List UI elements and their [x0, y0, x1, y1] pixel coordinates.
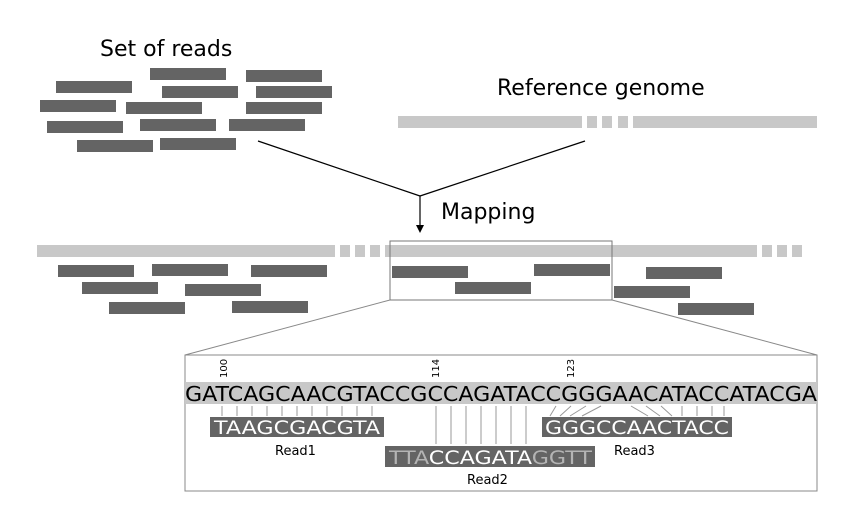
set-of-reads-label: Set of reads: [100, 37, 232, 62]
mapped-reads: [58, 264, 754, 315]
mapped-reference-bar: [37, 245, 802, 257]
mapped-read: [232, 301, 308, 313]
read3-label: Read3: [614, 444, 655, 459]
unmapped-read: [256, 86, 332, 98]
read2-label: Read2: [467, 473, 508, 488]
unmapped-read: [126, 102, 202, 114]
read3-match-lines: [549, 405, 725, 417]
mapped-read: [614, 286, 690, 298]
unmapped-read: [160, 138, 236, 150]
position-label-123: 123: [566, 359, 577, 378]
mapped-read: [392, 266, 468, 278]
read3-sequence: GGGCCAACTACC: [545, 417, 729, 439]
read2-aligned-sequence: CCAGATA: [429, 447, 532, 469]
unmapped-read: [77, 140, 153, 152]
unmapped-read: [47, 121, 123, 133]
unmapped-read: [150, 68, 226, 80]
mapped-read: [185, 284, 261, 296]
mapping-arrow: [257, 140, 586, 226]
mapped-read: [58, 265, 134, 277]
zoom-line-left: [184, 299, 391, 356]
read2-match-lines: [435, 406, 527, 444]
mapped-read: [152, 264, 228, 276]
reference-genome-label: Reference genome: [497, 76, 705, 101]
reference-sequence: GATCAGCAACGTACCGCCAGATACCGGGAACATACCATAC…: [185, 382, 817, 406]
mapped-read: [678, 303, 754, 315]
read2-soft-clip-left: TTA: [388, 447, 429, 469]
mapped-read: [534, 264, 610, 276]
zoom-selection-box: [389, 240, 613, 301]
unmapped-read: [162, 86, 238, 98]
unmapped-read: [246, 70, 322, 82]
reference-genome-bar: [398, 116, 817, 128]
unmapped-read: [140, 119, 216, 131]
read3-bar: [542, 417, 732, 437]
unmapped-read: [40, 100, 116, 112]
read2-soft-clip-right: GGTT: [532, 447, 593, 469]
position-label-114: 114: [431, 359, 442, 378]
mapped-read: [455, 282, 531, 294]
mapped-read: [646, 267, 722, 279]
zoom-line-right: [611, 299, 818, 356]
reference-sequence-bar: [185, 382, 817, 404]
read1-bar: [210, 417, 384, 437]
read2-bar: [385, 446, 595, 467]
position-label-100: 100: [219, 359, 230, 378]
unmapped-read: [56, 81, 132, 93]
mapping-label: Mapping: [441, 200, 535, 225]
read1-sequence: TAAGCGACGTA: [213, 417, 380, 439]
arrow-head-icon: [416, 225, 424, 233]
unmapped-reads: [40, 68, 332, 152]
unmapped-read: [229, 119, 305, 131]
mapped-read: [82, 282, 158, 294]
read1-label: Read1: [275, 444, 316, 459]
mapped-read: [109, 302, 185, 314]
mapped-read: [251, 265, 327, 277]
unmapped-read: [246, 102, 322, 114]
read1-match-lines: [221, 406, 373, 416]
